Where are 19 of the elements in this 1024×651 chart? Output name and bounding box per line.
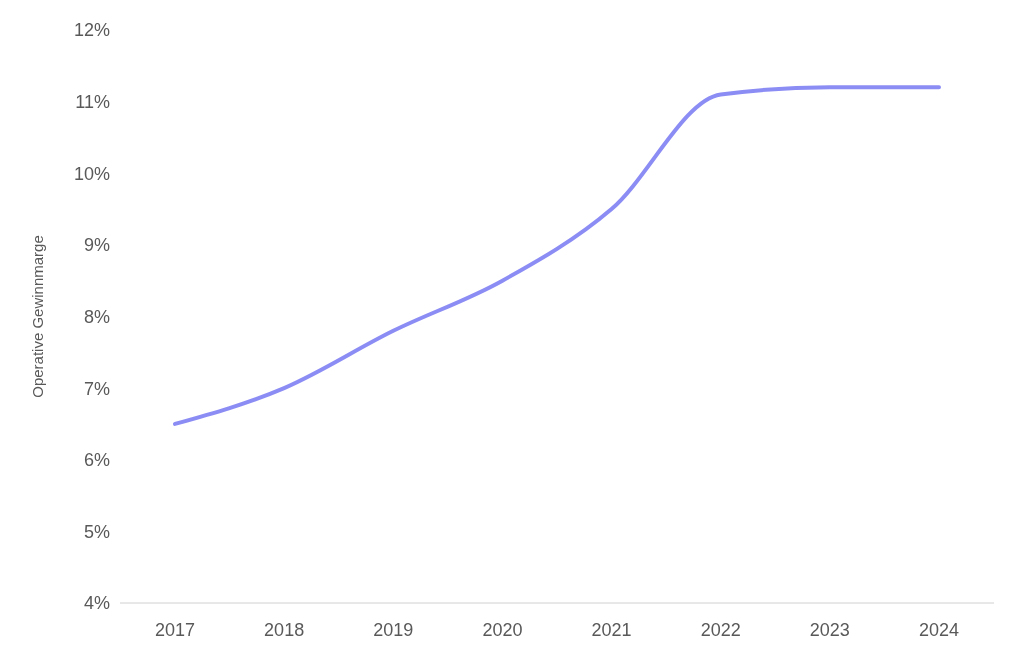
x-tick-label: 2017 [154, 619, 196, 640]
x-tick-label: 2023 [809, 619, 850, 640]
y-axis-title: Operative Gewinnmarge [29, 235, 47, 398]
x-tick-label: 2019 [373, 619, 414, 640]
y-tick-label: 9% [83, 235, 110, 256]
x-tick-label: 2024 [918, 619, 960, 640]
x-tick-label: 2021 [591, 619, 632, 640]
y-tick-label: 11% [75, 92, 110, 113]
x-tick-label: 2022 [700, 619, 741, 640]
y-tick-label: 7% [83, 378, 110, 399]
x-tick-label: 2018 [264, 619, 305, 640]
y-tick-label: 10% [73, 163, 110, 184]
x-tick-label: 2020 [482, 619, 523, 640]
y-tick-label: 12% [73, 20, 110, 41]
y-tick-label: 5% [83, 521, 110, 542]
y-tick-label: 8% [83, 306, 110, 327]
y-tick-label: 6% [83, 450, 110, 471]
line-series [173, 85, 941, 426]
y-tick-label: 4% [83, 593, 110, 614]
